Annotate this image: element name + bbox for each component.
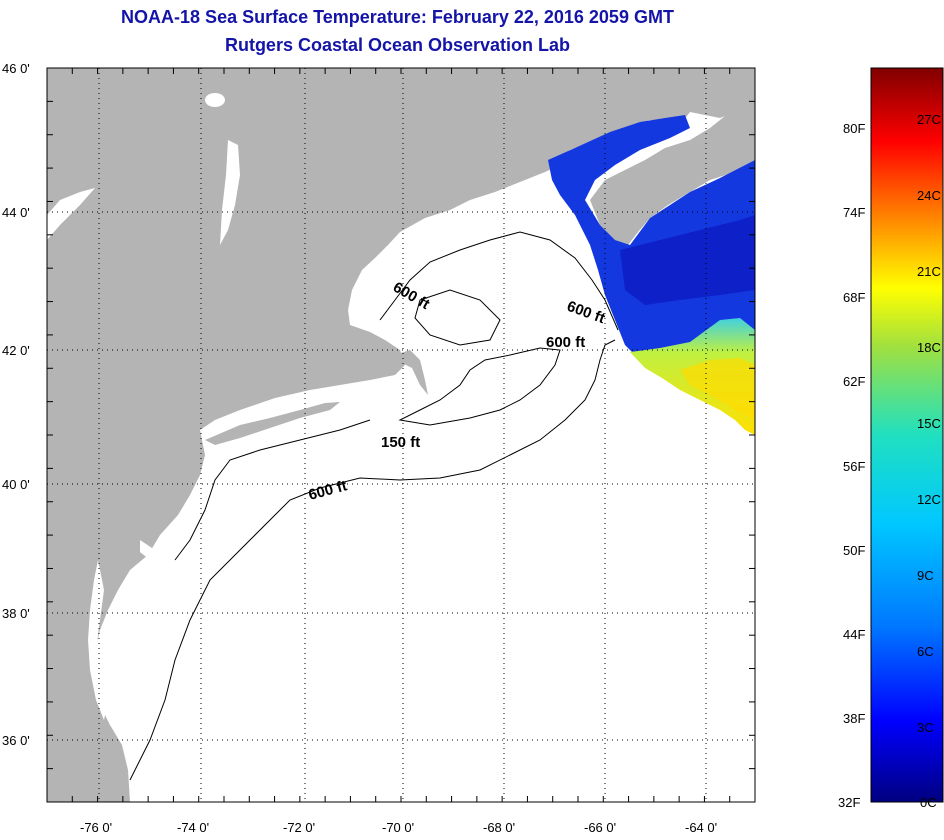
cb-label-21c: 21C xyxy=(917,264,941,279)
cb-label-38f: 38F xyxy=(843,711,865,726)
contour-label-600ft-georges: 600 ft xyxy=(546,334,585,351)
cb-label-27c: 27C xyxy=(917,112,941,127)
lon-label-68: -68 0' xyxy=(483,820,515,835)
lon-label-66: -66 0' xyxy=(584,820,616,835)
colorbar-celsius-labels: 27C 24C 21C 18C 15C 12C 9C 6C 3C 0C xyxy=(917,112,941,810)
lon-label-72: -72 0' xyxy=(283,820,315,835)
cb-label-9c: 9C xyxy=(917,568,934,583)
axis-ticks xyxy=(46,67,756,803)
lon-label-74: -74 0' xyxy=(177,820,209,835)
contour-600ft-south xyxy=(129,339,616,781)
cb-label-0c: 0C xyxy=(920,795,937,810)
lon-label-76: -76 0' xyxy=(80,820,112,835)
lat-label-38: 38 0' xyxy=(2,606,30,621)
gridlines xyxy=(47,68,755,802)
lat-label-46: 46 0' xyxy=(2,61,30,76)
water-moosehead-lake xyxy=(205,93,225,107)
cb-label-15c: 15C xyxy=(917,416,941,431)
lon-label-70: -70 0' xyxy=(382,820,414,835)
cb-label-80f: 80F xyxy=(843,121,865,136)
cb-label-68f: 68F xyxy=(843,290,865,305)
cb-label-32f: 32F xyxy=(838,795,860,810)
contour-600ft-gulf-maine xyxy=(379,231,619,331)
contour-150ft-nearshore xyxy=(174,419,371,561)
cb-label-74f: 74F xyxy=(843,205,865,220)
colorbar xyxy=(870,67,944,803)
cb-label-3c: 3C xyxy=(917,720,934,735)
lat-label-36: 36 0' xyxy=(2,733,30,748)
land-mainland xyxy=(47,68,755,802)
cb-label-50f: 50F xyxy=(843,543,865,558)
land-cape-cod xyxy=(395,350,428,395)
cb-label-12c: 12C xyxy=(917,492,941,507)
cb-label-24c: 24C xyxy=(917,188,941,203)
sst-warm-core xyxy=(680,358,755,420)
sst-cold-water-deep xyxy=(620,215,755,305)
cb-label-18c: 18C xyxy=(917,340,941,355)
cb-label-6c: 6C xyxy=(917,644,934,659)
land-nova-scotia xyxy=(590,105,755,245)
colorbar-fahrenheit-labels: 80F 74F 68F 62F 56F 50F 44F 38F 32F xyxy=(838,121,865,810)
lat-label-40: 40 0' xyxy=(2,477,30,492)
cb-label-56f: 56F xyxy=(843,459,865,474)
contour-label-150ft: 150 ft xyxy=(381,434,420,451)
lon-label-64: -64 0' xyxy=(685,820,717,835)
land-long-island xyxy=(205,402,340,445)
lat-label-42: 42 0' xyxy=(2,343,30,358)
map-subtitle: Rutgers Coastal Ocean Observation Lab xyxy=(224,35,571,55)
water-lake-ontario-edge xyxy=(47,188,95,240)
water-chesapeake-bay xyxy=(88,560,108,720)
contour-inner-gulf xyxy=(414,289,501,346)
lon-axis-labels: -76 0' -74 0' -72 0' -70 0' -68 0' -66 0… xyxy=(80,820,717,835)
contour-150ft-georges xyxy=(398,347,561,426)
water-lake-champlain xyxy=(220,140,240,245)
cb-label-44f: 44F xyxy=(843,627,865,642)
map-title: NOAA-18 Sea Surface Temperature: Februar… xyxy=(121,7,674,27)
lat-label-44: 44 0' xyxy=(2,205,30,220)
cb-label-62f: 62F xyxy=(843,374,865,389)
lat-axis-labels: 46 0' 44 0' 42 0' 40 0' 38 0' 36 0' xyxy=(2,61,30,748)
water-delaware-bay xyxy=(140,540,160,565)
